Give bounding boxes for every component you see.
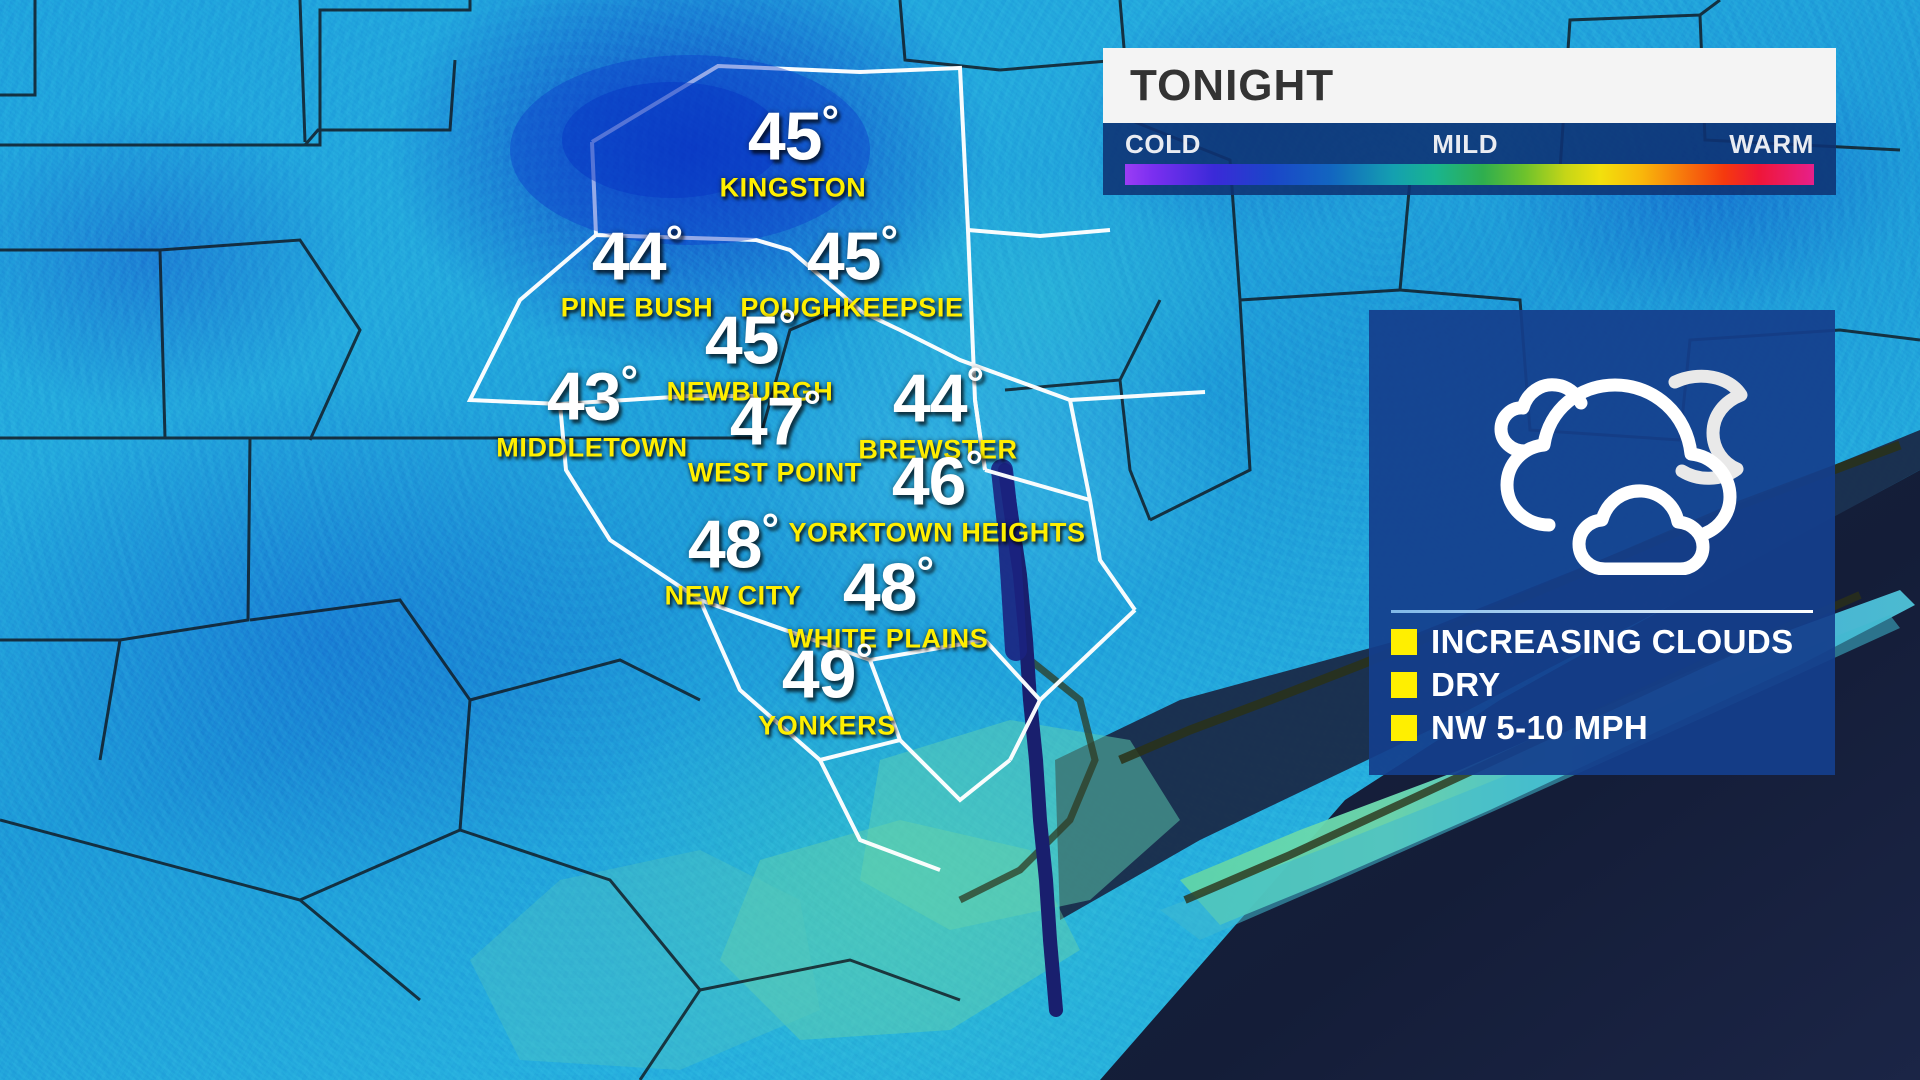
forecast-condition-text: INCREASING CLOUDS <box>1431 623 1794 660</box>
hudson-river-wide <box>991 459 1027 661</box>
city-label[interactable]: 44° BREWSTER <box>858 358 1018 465</box>
city-temperature: 46° <box>891 441 983 520</box>
forecast-county-outlines <box>466 63 1206 872</box>
temperature-scale: COLD MILD WARM <box>1103 123 1836 195</box>
forecast-condition-text: DRY <box>1431 666 1501 703</box>
city-name: WEST POINT <box>688 457 862 488</box>
scale-label-mild: MILD <box>1432 129 1499 159</box>
temperature-scale-labels: COLD MILD WARM <box>1125 129 1814 160</box>
city-temperature: 48° <box>687 504 779 583</box>
city-label[interactable]: 49° YONKERS <box>758 634 896 741</box>
catskills-cold-pocket <box>510 55 870 245</box>
hudson-mouth-coastline <box>958 657 1099 904</box>
city-label[interactable]: 45° POUGHKEEPSIE <box>740 216 964 323</box>
list-item: INCREASING CLOUDS <box>1391 625 1835 658</box>
city-name: WHITE PLAINS <box>787 623 989 654</box>
forecast-condition-text: NW 5-10 MPH <box>1431 709 1649 746</box>
cloud-moon-icon <box>1369 310 1835 610</box>
city-label[interactable]: 48° NEW CITY <box>664 504 802 611</box>
list-item: NW 5-10 MPH <box>1391 711 1835 744</box>
city-label[interactable]: 43° MIDDLETOWN <box>496 356 688 463</box>
city-temperature: 44° <box>591 216 683 295</box>
city-label[interactable]: 46° YORKTOWN HEIGHTS <box>788 441 1086 548</box>
nyc-metro-band <box>860 720 1180 930</box>
city-label[interactable]: 48° WHITE PLAINS <box>787 547 989 654</box>
city-temperature: 48° <box>842 547 934 626</box>
city-temperature: 44° <box>892 358 984 437</box>
city-name: NEW CITY <box>664 580 802 611</box>
page-title: TONIGHT <box>1130 60 1335 110</box>
city-name: BREWSTER <box>858 434 1018 465</box>
city-label[interactable]: 45° NEWBURGH <box>666 300 834 407</box>
temperature-gradient-bar <box>1125 164 1814 185</box>
city-label[interactable]: 47° WEST POINT <box>688 381 862 488</box>
city-name: YORKTOWN HEIGHTS <box>788 517 1086 548</box>
city-temperature: 43° <box>546 356 638 435</box>
city-name: MIDDLETOWN <box>496 432 688 463</box>
forecast-panel: INCREASING CLOUDS DRY NW 5-10 MPH <box>1369 310 1835 775</box>
city-name: KINGSTON <box>719 172 867 203</box>
bullet-square-icon <box>1391 714 1417 741</box>
city-temperature: 47° <box>729 381 821 460</box>
scale-label-warm: WARM <box>1729 129 1814 159</box>
scale-label-cold: COLD <box>1125 129 1202 159</box>
city-temperature: 45° <box>704 300 796 379</box>
city-name: PINE BUSH <box>560 292 714 323</box>
city-name: POUGHKEEPSIE <box>740 292 964 323</box>
bullet-square-icon <box>1391 628 1417 655</box>
city-temperature: 49° <box>781 634 873 713</box>
city-temperature: 45° <box>747 96 839 175</box>
city-name: YONKERS <box>758 710 896 741</box>
bullet-square-icon <box>1391 671 1417 698</box>
forecast-conditions-list: INCREASING CLOUDS DRY NW 5-10 MPH <box>1369 613 1835 744</box>
city-name: NEWBURGH <box>666 376 834 407</box>
forecast-divider <box>1391 610 1813 613</box>
new-jersey-green-band <box>720 820 1080 1040</box>
city-temperature: 45° <box>806 216 898 295</box>
city-label[interactable]: 44° PINE BUSH <box>560 216 714 323</box>
catskills-cold-core <box>562 82 782 198</box>
city-label[interactable]: 45° KINGSTON <box>719 96 867 203</box>
list-item: DRY <box>1391 668 1835 701</box>
south-jersey-band <box>470 850 820 1070</box>
tonight-title-bar: TONIGHT <box>1103 48 1836 123</box>
tonight-header-card: TONIGHT COLD MILD WARM <box>1103 48 1836 195</box>
